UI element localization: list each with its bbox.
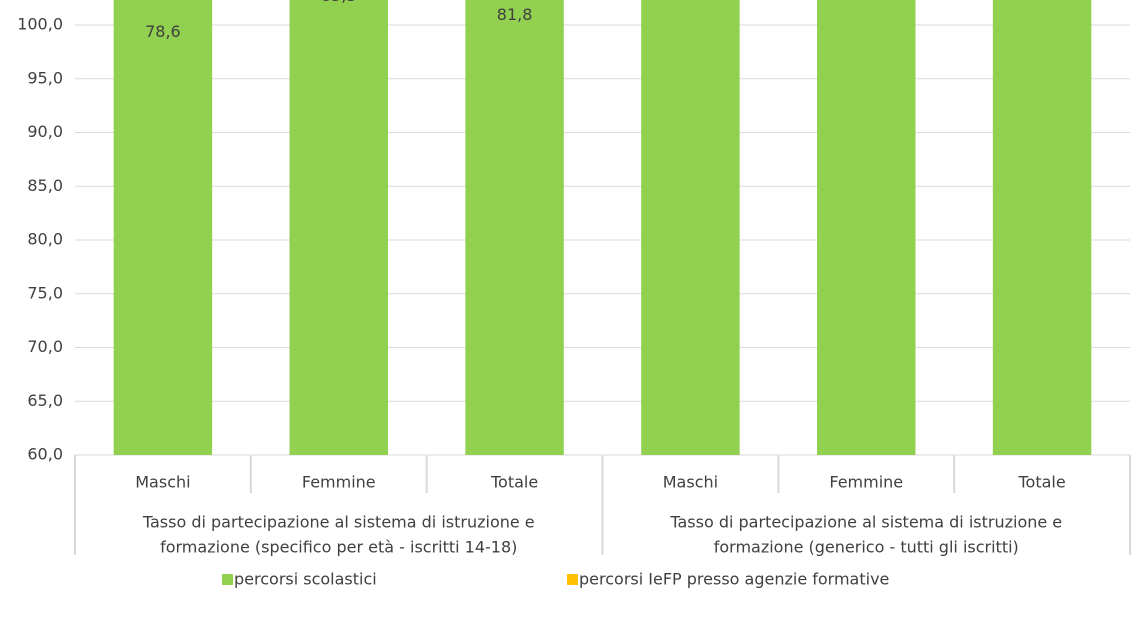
x-tick-label: Totale [490, 473, 538, 492]
group-label: Tasso di partecipazione al sistema di is… [142, 513, 535, 532]
data-label: 85,3 [321, 0, 357, 5]
y-tick-label: 75,0 [27, 283, 63, 302]
data-label: 78,6 [145, 22, 181, 41]
group-label: Tasso di partecipazione al sistema di is… [669, 513, 1062, 532]
y-tick-label: 60,0 [27, 445, 63, 464]
y-tick-label: 90,0 [27, 122, 63, 141]
data-label: 81,8 [497, 5, 533, 24]
y-tick-label: 70,0 [27, 337, 63, 356]
legend-swatch [567, 574, 578, 585]
bar-segment [641, 0, 740, 455]
legend-label: percorsi scolastici [234, 570, 377, 589]
bar-segment [289, 0, 388, 455]
legend-label: percorsi IeFP presso agenzie formative [579, 570, 889, 589]
group-label: formazione (generico - tutti gli iscritt… [714, 538, 1019, 557]
bar-segment [992, 0, 1092, 455]
group-label: formazione (specifico per età - iscritti… [160, 538, 517, 557]
x-tick-label: Totale [1017, 473, 1065, 492]
x-tick-label: Maschi [135, 473, 190, 492]
x-tick-label: Femmine [302, 473, 376, 492]
y-tick-label: 80,0 [27, 230, 63, 249]
bar-segment [465, 0, 564, 455]
x-tick-label: Maschi [663, 473, 718, 492]
bar-segment [113, 0, 213, 455]
y-tick-label: 85,0 [27, 176, 63, 195]
x-tick-label: Femmine [829, 473, 903, 492]
y-tick-label: 65,0 [27, 391, 63, 410]
y-tick-label: 100,0 [17, 15, 63, 34]
legend-swatch [222, 574, 233, 585]
y-tick-label: 95,0 [27, 68, 63, 87]
bar-segment [817, 0, 916, 455]
